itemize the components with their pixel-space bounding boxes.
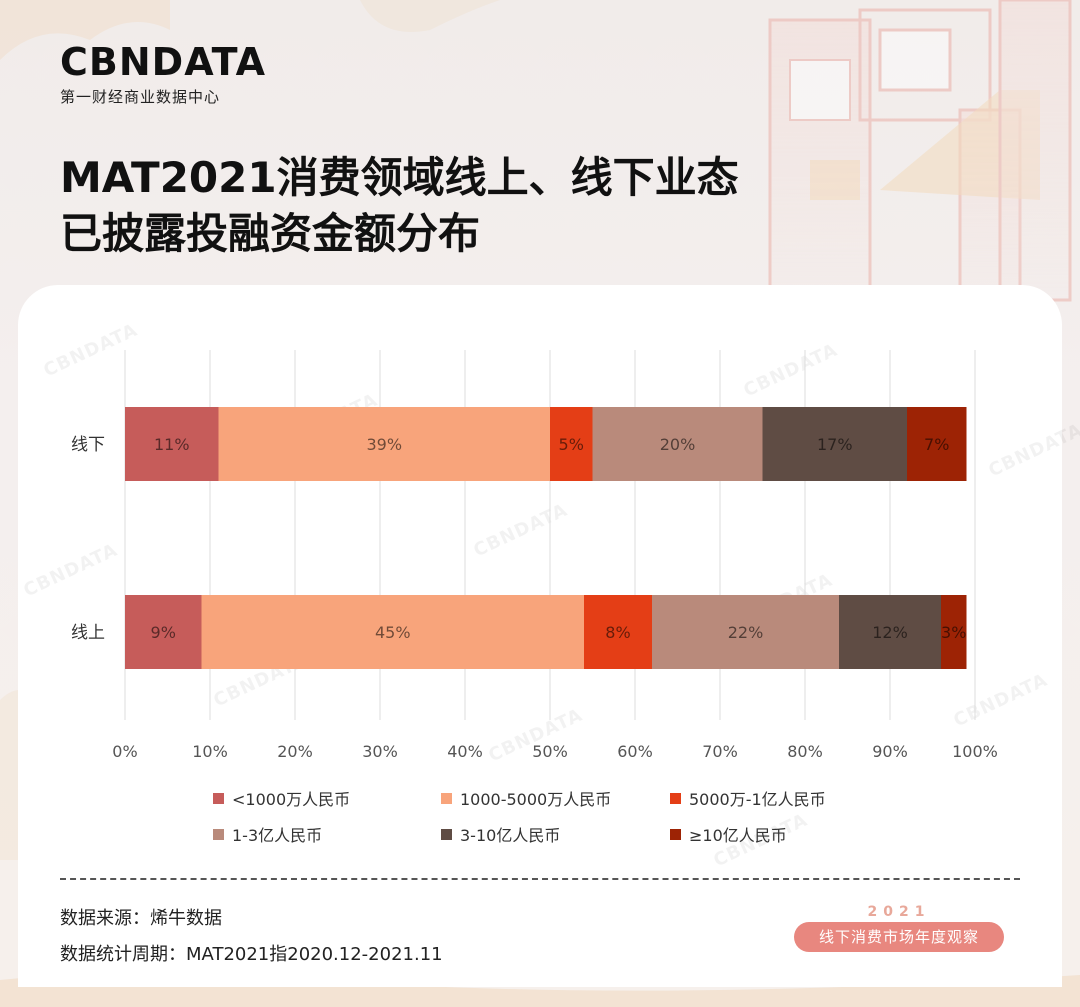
data-label: 3% xyxy=(941,623,966,642)
legend-swatch xyxy=(213,828,224,840)
legend-label: 1000-5000万人民币 xyxy=(460,790,612,809)
x-tick-label: 0% xyxy=(112,742,137,761)
category-label: 线下 xyxy=(71,435,105,455)
title-line-2: 已披露投融资金额分布 xyxy=(60,209,481,258)
bar-segment xyxy=(125,595,202,669)
source-line-1: 数据来源：烯牛数据 xyxy=(60,908,222,929)
data-label: 22% xyxy=(728,623,764,642)
data-label: 8% xyxy=(605,623,630,642)
legend-swatch xyxy=(441,792,452,804)
report-badge: 2021 线下消费市场年度观察 xyxy=(782,902,1016,952)
legend-swatch xyxy=(670,792,681,804)
legend-item: ≥10亿人民币 xyxy=(670,822,787,846)
category-label: 线上 xyxy=(71,623,105,643)
legend-swatch xyxy=(441,828,452,840)
bar-segment xyxy=(201,595,584,669)
x-tick-label: 100% xyxy=(952,742,998,761)
data-label: 45% xyxy=(375,623,411,642)
legend-label: 3-10亿人民币 xyxy=(460,826,561,845)
bar-segment xyxy=(218,407,550,481)
bar-segment xyxy=(125,407,219,481)
legend-swatch xyxy=(213,792,224,804)
legend-label: <1000万人民币 xyxy=(232,790,351,809)
bar-segment xyxy=(584,595,652,669)
logo-subtitle: 第一财经商业数据中心 xyxy=(60,88,221,106)
data-label: 17% xyxy=(817,435,853,454)
x-tick-label: 20% xyxy=(277,742,313,761)
source-line-2: 数据统计周期：MAT2021指2020.12-2021.11 xyxy=(60,944,443,965)
legend-label: ≥10亿人民币 xyxy=(689,826,787,845)
bar-segment xyxy=(592,407,763,481)
legend-label: 5000万-1亿人民币 xyxy=(689,790,826,809)
x-tick-label: 50% xyxy=(532,742,568,761)
bar-segment xyxy=(762,407,907,481)
divider xyxy=(60,878,1020,880)
data-label: 7% xyxy=(924,435,949,454)
legend-item: 1-3亿人民币 xyxy=(213,822,322,846)
x-tick-label: 40% xyxy=(447,742,483,761)
bar-segment xyxy=(550,407,593,481)
data-label: 9% xyxy=(151,623,176,642)
legend-swatch xyxy=(670,828,681,840)
bar-segment xyxy=(652,595,839,669)
data-label: 11% xyxy=(154,435,190,454)
data-label: 20% xyxy=(660,435,696,454)
bar-segment xyxy=(839,595,941,669)
data-label: 39% xyxy=(366,435,402,454)
page-title: MAT2021消费领域线上、线下业态 已披露投融资金额分布 xyxy=(60,150,820,262)
legend-item: <1000万人民币 xyxy=(213,786,350,810)
legend-label: 1-3亿人民币 xyxy=(232,826,323,845)
legend-item: 5000万-1亿人民币 xyxy=(670,786,826,810)
x-tick-label: 90% xyxy=(872,742,908,761)
data-label: 5% xyxy=(559,435,584,454)
bar-segment xyxy=(907,407,967,481)
logo-text: CBNDATA xyxy=(60,40,267,84)
legend-item: 1000-5000万人民币 xyxy=(441,786,611,810)
x-tick-label: 30% xyxy=(362,742,398,761)
x-tick-label: 60% xyxy=(617,742,653,761)
x-tick-label: 70% xyxy=(702,742,738,761)
title-line-1: MAT2021消费领域线上、线下业态 xyxy=(60,153,739,202)
data-label: 12% xyxy=(872,623,908,642)
x-tick-label: 80% xyxy=(787,742,823,761)
x-tick-label: 10% xyxy=(192,742,228,761)
bar-segment xyxy=(941,595,967,669)
legend-item: 3-10亿人民币 xyxy=(441,822,560,846)
badge-text: 线下消费市场年度观察 xyxy=(794,922,1004,952)
badge-year: 2021 xyxy=(867,904,931,920)
brand-logo: CBNDATA 第一财经商业数据中心 xyxy=(60,42,266,107)
